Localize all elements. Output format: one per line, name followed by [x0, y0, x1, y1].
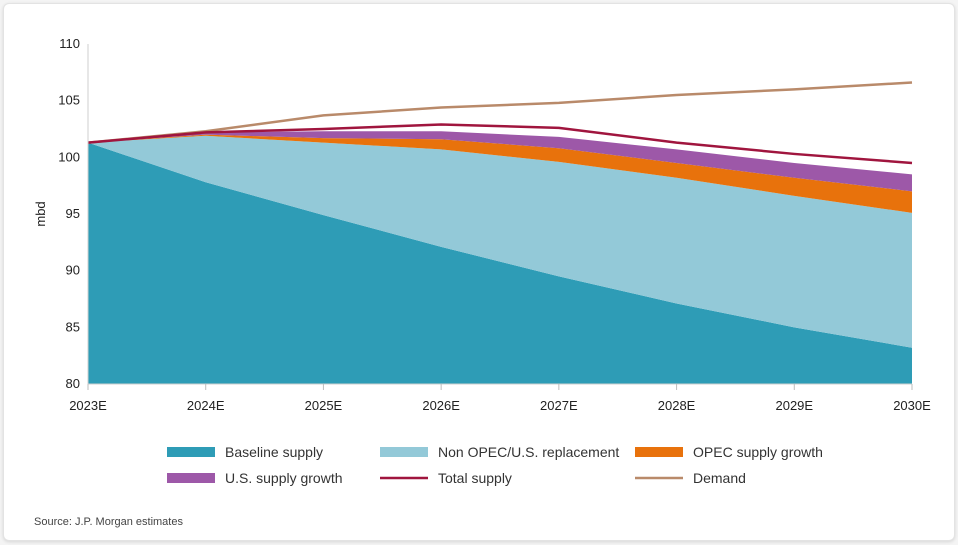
legend: Baseline supply Non OPEC/U.S. replacement… — [167, 444, 823, 486]
x-tick-label: 2023E — [69, 398, 107, 413]
area-non-opec-u-s-replacement — [88, 135, 912, 348]
legend-item-opec-supply-growth: OPEC supply growth — [635, 444, 823, 460]
legend-item-baseline-supply: Baseline supply — [167, 444, 323, 460]
y-tick-label: 95 — [66, 206, 80, 221]
legend-swatch — [167, 447, 215, 457]
x-tick-label: 2029E — [775, 398, 813, 413]
legend-swatch — [635, 447, 683, 457]
legend-label: Demand — [693, 470, 746, 486]
legend-swatch — [167, 473, 215, 483]
x-tick-label: 2026E — [422, 398, 460, 413]
area-u-s-supply-growth — [88, 131, 912, 192]
x-tick-label: 2028E — [658, 398, 696, 413]
series-lines — [87, 81, 913, 165]
line-total-supply — [87, 123, 913, 165]
area-baseline-supply — [88, 142, 912, 384]
y-tick-label: 100 — [58, 149, 80, 164]
area-opec-supply-growth — [88, 134, 912, 213]
x-tick-label: 2027E — [540, 398, 578, 413]
legend-item-non-opec-u-s-replacement: Non OPEC/U.S. replacement — [380, 444, 619, 460]
legend-item-demand: Demand — [635, 470, 746, 486]
y-tick-label: 105 — [58, 93, 80, 108]
y-tick-label: 80 — [66, 376, 80, 391]
legend-label: U.S. supply growth — [225, 470, 343, 486]
source-note: Source: J.P. Morgan estimates — [34, 516, 183, 528]
x-tick-label: 2025E — [305, 398, 343, 413]
y-tick-label: 110 — [59, 36, 80, 51]
legend-label: OPEC supply growth — [693, 444, 823, 460]
y-tick-label: 90 — [66, 263, 80, 278]
stacked-areas — [88, 131, 912, 384]
legend-swatch — [380, 447, 428, 457]
x-tick-label: 2030E — [893, 398, 931, 413]
legend-label: Baseline supply — [225, 444, 323, 460]
y-axis-label: mbd — [33, 201, 48, 226]
legend-label: Non OPEC/U.S. replacement — [438, 444, 619, 460]
legend-item-u-s-supply-growth: U.S. supply growth — [167, 470, 343, 486]
x-tick-label: 2024E — [187, 398, 225, 413]
line-demand — [87, 81, 913, 144]
legend-label: Total supply — [438, 470, 512, 486]
axes: 80 85 90 95 100 105 110 2023E 2024E 2025E 2026E 202… — [58, 36, 931, 413]
y-tick-label: 85 — [66, 319, 80, 334]
legend-item-total-supply: Total supply — [380, 470, 512, 486]
